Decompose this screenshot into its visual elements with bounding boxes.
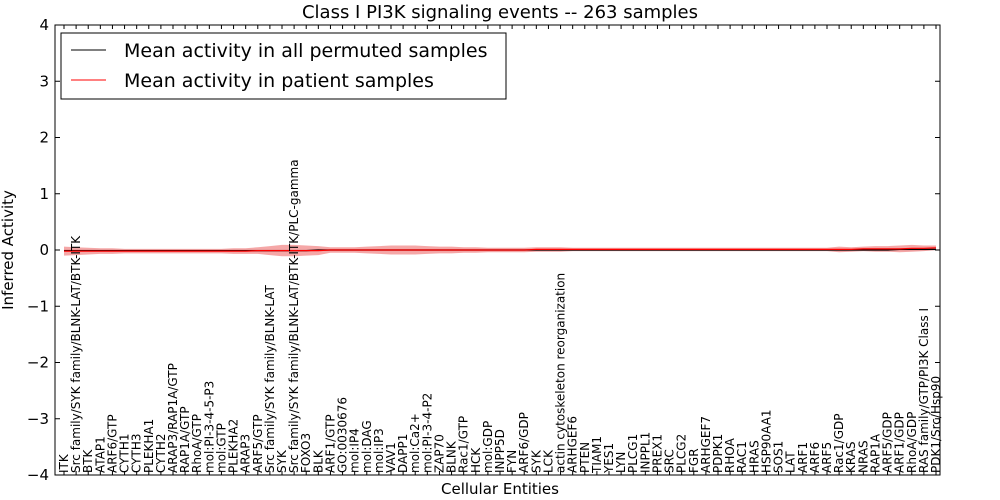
x-tick-label: BLNK (445, 440, 459, 473)
x-tick-label: PDK1/Src/Hsp90 (929, 376, 943, 473)
y-tick-label: −1 (27, 297, 49, 315)
x-tick-label: ATAP1 (93, 436, 107, 473)
x-tick-label: Src family/SYK family/BLNK-LAT/BTK-ITK (69, 235, 83, 473)
x-tick-label: SYK (275, 449, 289, 473)
x-tick-label: CYTH3 (130, 434, 144, 474)
x-tick-label: PTEN (578, 442, 592, 473)
x-tick-label: PLEKHA2 (227, 419, 241, 473)
y-tick-label: 4 (39, 16, 49, 34)
x-tick-label: ARF5/GDP (881, 412, 895, 473)
x-tick-label: BLK (311, 449, 325, 473)
x-tick-label: GO:0030676 (336, 397, 350, 473)
legend-label-permuted: Mean activity in all permuted samples (124, 40, 487, 62)
y-tick-label: −4 (27, 466, 49, 484)
x-tick-label: RHOA (723, 437, 737, 473)
x-tick-label: CYTH2 (154, 434, 168, 474)
y-tick-label: 0 (39, 241, 49, 259)
x-tick-label: ARHGEF6 (566, 416, 580, 473)
x-tick-label: PDPK1 (711, 434, 725, 473)
patient-mean-line (64, 247, 937, 252)
x-tick-label: RAP1A (868, 433, 882, 473)
x-tick-label: INPP5D (493, 429, 507, 473)
x-tick-label: ARAP3/RAP1A/GTP (166, 363, 180, 473)
x-tick-label: ARHGEF7 (699, 416, 713, 473)
x-tick-label: ARF6 (808, 442, 822, 473)
plot-area (64, 244, 937, 257)
x-tick-label: HRAS (747, 440, 761, 473)
x-tick-label: ZAP70 (432, 434, 446, 473)
x-tick-label: ARF1 (796, 442, 810, 473)
legend-box (60, 32, 507, 100)
y-tick-label: −3 (27, 410, 49, 428)
y-axis: 4 3 2 1 0 −1 −2 −3 −4 (27, 16, 940, 484)
x-tick-label: PLCG2 (675, 434, 689, 473)
y-tick-label: 1 (39, 185, 49, 203)
x-tick-label: HSP90AA1 (759, 409, 773, 473)
legend: Mean activity in all permuted samples Me… (60, 32, 507, 100)
x-tick-label: mol:PI-3-4-P2 (420, 393, 434, 473)
x-tick-label: TIAM1 (590, 436, 604, 474)
x-axis-label: Cellular Entities (441, 480, 559, 498)
x-tick-label: mol:DAG (360, 420, 374, 473)
x-tick-label: ARF6/GDP (517, 412, 531, 473)
x-tick-label: mol:GDP (481, 421, 495, 473)
x-tick-label: ARF5/GTP (251, 414, 265, 473)
x-tick-label: LAT (784, 451, 798, 473)
x-tick-label: mol:PI-3-4-5-P3 (202, 381, 216, 473)
x-tick-label: LYN (614, 452, 628, 473)
x-tick-label: SOS1 (772, 441, 786, 473)
x-tick-label: SYK (529, 449, 543, 473)
x-tick-label: RAC1 (735, 441, 749, 473)
x-tick-label: VAV1 (384, 442, 398, 473)
x-tick-label: Src family/SYK family/BLNK-LAT (263, 284, 277, 473)
x-tick-label: ARF6/GTP (105, 414, 119, 473)
x-tick-label: NRAS (856, 440, 870, 473)
x-tick-label: RAP1A/GTP (178, 406, 192, 473)
x-tick-label: LCK (541, 449, 555, 473)
x-tick-label: mol:GTP (214, 423, 228, 473)
x-tick-label: Rac1/GTP (457, 416, 471, 473)
legend-label-patient: Mean activity in patient samples (124, 70, 434, 92)
x-tick-label: RhoA/GTP (190, 414, 204, 473)
x-tick-label: ARAP3 (239, 434, 253, 473)
x-tick-label: ARF5 (820, 442, 834, 473)
y-axis-label: Inferred Activity (0, 190, 17, 310)
x-tick-label: mol:IP4 (348, 428, 362, 473)
y-tick-label: −2 (27, 354, 49, 372)
x-tick-label: DAPP1 (396, 434, 410, 473)
x-tick-label: KRAS (844, 441, 858, 473)
x-tick-label: Src family/SYK family/BLNK-LAT/BTK-ITK/P… (287, 159, 301, 473)
x-tick-label: FGR (687, 448, 701, 473)
x-tick-label: ARF1/GTP (323, 414, 337, 473)
x-tick-label: RAS family/GTP/PI3K Class I (917, 308, 931, 473)
chart-title: Class I PI3K signaling events -- 263 sam… (302, 2, 698, 23)
x-tick-label: BTK (81, 448, 95, 473)
x-tick-label: RhoA/GDP (905, 412, 919, 473)
x-tick-label: YES1 (602, 443, 616, 474)
x-tick-label: PREX1 (650, 434, 664, 473)
y-tick-label: 3 (39, 72, 49, 90)
x-tick-label: HCK (469, 447, 483, 473)
x-tick-label: mol:IP3 (372, 428, 386, 473)
x-tick-label: ITK (57, 453, 71, 473)
x-tick-label: ARF1/GDP (893, 412, 907, 473)
x-tick-label: PLCG1 (626, 434, 640, 473)
x-tick-label: mol:Ca2+ (408, 413, 422, 473)
x-tick-label: FYN (505, 450, 519, 473)
x-tick-label: PLEKHA1 (142, 419, 156, 473)
x-tick-label: Rac1/GDP (832, 414, 846, 473)
x-tick-label: actin cytoskeleton reorganization (554, 273, 568, 473)
y-tick-label: 2 (39, 129, 49, 147)
x-tick-label: CYTH1 (118, 434, 132, 474)
x-tick-label: FOXO3 (299, 433, 313, 473)
x-tick-label: INPPL1 (638, 432, 652, 473)
x-tick-label: SRC (663, 449, 677, 473)
